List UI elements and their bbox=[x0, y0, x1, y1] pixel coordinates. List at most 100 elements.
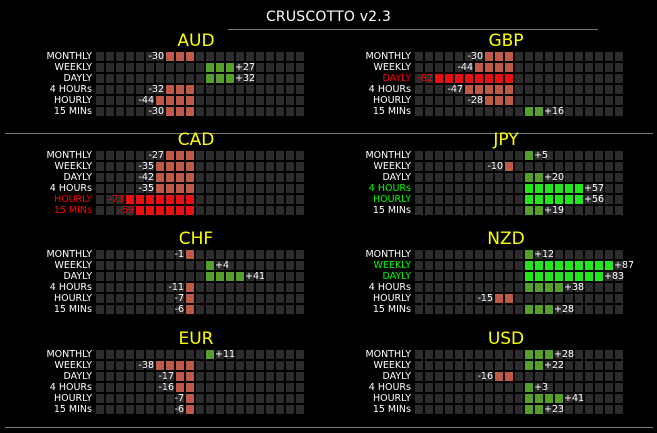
divider-2 bbox=[5, 427, 653, 428]
grid-cell bbox=[146, 283, 154, 292]
grid-cell bbox=[425, 405, 433, 414]
timeframe-label: HOURLY bbox=[53, 293, 92, 304]
grid-cell bbox=[196, 405, 204, 414]
grid-cell bbox=[435, 272, 443, 281]
strength-bar-cell bbox=[186, 151, 194, 160]
timeframe-label: DAYLY bbox=[63, 271, 92, 282]
grid-cell bbox=[435, 305, 443, 314]
grid-cell bbox=[266, 372, 274, 381]
grid-cell bbox=[565, 63, 573, 72]
grid-cell bbox=[216, 283, 224, 292]
grid-cell bbox=[525, 294, 533, 303]
grid-cell bbox=[595, 107, 603, 116]
strength-bar-cell bbox=[176, 85, 184, 94]
timeframe-label: 4 HOURs bbox=[368, 84, 411, 95]
strength-value: -7 bbox=[174, 393, 184, 404]
timeframe-row: 15 MINs +19 bbox=[373, 205, 625, 217]
grid-cell bbox=[465, 361, 473, 370]
grid-cell bbox=[216, 52, 224, 61]
grid-cell bbox=[415, 405, 423, 414]
grid-cell bbox=[266, 250, 274, 259]
grid-cell bbox=[535, 151, 543, 160]
currency-name-usd: USD bbox=[487, 329, 525, 349]
grid-cell bbox=[445, 107, 453, 116]
grid-cell bbox=[266, 261, 274, 270]
grid-cell bbox=[475, 162, 483, 171]
strength-value: +4 bbox=[215, 260, 230, 271]
grid-cell bbox=[485, 272, 493, 281]
grid-cell bbox=[595, 305, 603, 314]
grid-cell bbox=[256, 85, 264, 94]
grid-cell bbox=[216, 350, 224, 359]
grid-cell bbox=[166, 305, 174, 314]
timeframe-label: 4 HOURs bbox=[49, 382, 92, 393]
grid-cell bbox=[455, 63, 463, 72]
grid-cell bbox=[595, 74, 603, 83]
grid-cell bbox=[276, 361, 284, 370]
grid-cell bbox=[116, 206, 124, 215]
grid-cell bbox=[555, 250, 563, 259]
grid-cell bbox=[136, 383, 144, 392]
grid-cell bbox=[146, 250, 154, 259]
grid-cell bbox=[545, 74, 553, 83]
grid-cell bbox=[575, 383, 583, 392]
grid-cell bbox=[465, 350, 473, 359]
grid-cell bbox=[515, 272, 523, 281]
grid-cell bbox=[106, 206, 114, 215]
grid-cell bbox=[246, 195, 254, 204]
grid-cell bbox=[415, 52, 423, 61]
grid-cell bbox=[515, 361, 523, 370]
grid-cell bbox=[116, 261, 124, 270]
grid-cell bbox=[595, 361, 603, 370]
grid-cell bbox=[126, 394, 134, 403]
grid-cell bbox=[615, 162, 623, 171]
grid-cell bbox=[136, 305, 144, 314]
grid-cell bbox=[415, 361, 423, 370]
grid-cell bbox=[126, 162, 134, 171]
grid-cell bbox=[266, 361, 274, 370]
grid-cell bbox=[515, 206, 523, 215]
grid-cell bbox=[256, 261, 264, 270]
grid-cell bbox=[465, 383, 473, 392]
grid-cell bbox=[595, 250, 603, 259]
grid-cell bbox=[445, 272, 453, 281]
grid-cell bbox=[615, 394, 623, 403]
grid-cell bbox=[435, 361, 443, 370]
grid-cell bbox=[435, 294, 443, 303]
strength-bar-cell bbox=[156, 96, 164, 105]
grid-cell bbox=[216, 184, 224, 193]
grid-cell bbox=[216, 85, 224, 94]
timeframe-row: HOURLY -7 bbox=[54, 393, 306, 405]
grid-cell bbox=[415, 305, 423, 314]
grid-cell bbox=[146, 74, 154, 83]
grid-cell bbox=[286, 162, 294, 171]
timeframe-row: HOURLY +41 bbox=[373, 393, 625, 405]
grid-cell bbox=[216, 250, 224, 259]
grid-cell bbox=[485, 107, 493, 116]
grid-cell bbox=[296, 63, 304, 72]
grid-cell bbox=[266, 283, 274, 292]
grid-cell bbox=[106, 107, 114, 116]
grid-cell bbox=[276, 261, 284, 270]
grid-cell bbox=[236, 250, 244, 259]
grid-cell bbox=[176, 250, 184, 259]
grid-cell bbox=[246, 394, 254, 403]
grid-cell bbox=[276, 250, 284, 259]
divider-1 bbox=[5, 133, 653, 134]
grid-cell bbox=[286, 261, 294, 270]
timeframe-label: 4 HOURs bbox=[49, 183, 92, 194]
grid-cell bbox=[595, 383, 603, 392]
grid-cell bbox=[495, 195, 503, 204]
grid-cell bbox=[555, 361, 563, 370]
grid-cell bbox=[116, 405, 124, 414]
grid-cell bbox=[535, 250, 543, 259]
grid-cell bbox=[505, 350, 513, 359]
strength-bar-cell bbox=[465, 74, 473, 83]
grid-cell bbox=[555, 63, 563, 72]
timeframe-row: DAYLY +20 bbox=[382, 172, 625, 184]
timeframe-label: WEEKLY bbox=[54, 62, 92, 73]
strength-bar-cell bbox=[555, 283, 563, 292]
timeframe-label: WEEKLY bbox=[373, 360, 411, 371]
strength-bar-cell bbox=[186, 372, 194, 381]
strength-bar-cell bbox=[535, 305, 543, 314]
